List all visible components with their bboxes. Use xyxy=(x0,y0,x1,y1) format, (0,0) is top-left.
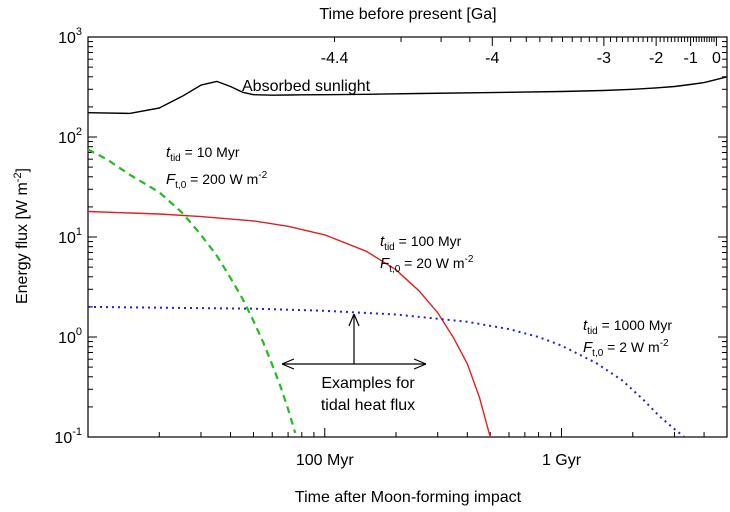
series-layer xyxy=(87,76,728,438)
arrow-head-up xyxy=(348,313,360,327)
annotation-line2: Ft,0 = 200 W m-2 xyxy=(166,170,268,191)
x-tick-label: 1 Gyr xyxy=(542,452,582,469)
axes: 103 102 101 100 10-1 100 Myr 1 Gyr -4.4 -4 -3 -2 -1… xyxy=(54,26,728,469)
y-tick-label: 101 xyxy=(58,226,82,247)
top-tick-label: -4 xyxy=(485,50,499,67)
annotations: Absorbed sunlight ttid = 10 Myr Ft,0 = 200… xyxy=(166,78,672,414)
annotation-line1: ttid = 100 Myr xyxy=(380,233,462,253)
annotation-line1: ttid = 1000 Myr xyxy=(583,317,672,337)
top-tick-label: -2 xyxy=(649,50,663,67)
annotation-line1: ttid = 10 Myr xyxy=(166,144,240,164)
x-axis-label: Time after Moon-forming impact xyxy=(295,489,522,506)
series-line xyxy=(87,210,491,438)
y-tick-label: 10-1 xyxy=(54,426,82,447)
examples-arrows xyxy=(281,313,427,370)
top-axis-label: Time before present [Ga] xyxy=(319,6,496,23)
annotation-line2: Ft,0 = 2 W m-2 xyxy=(583,338,669,359)
top-tick-label: -3 xyxy=(597,50,611,67)
examples-label-line1: Examples for xyxy=(321,375,415,392)
arrow-head-left xyxy=(281,358,295,370)
y-tick-label: 103 xyxy=(58,26,82,47)
annotation-line2: Ft,0 = 20 W m-2 xyxy=(380,254,474,275)
absorbed-sunlight-label: Absorbed sunlight xyxy=(242,78,371,95)
top-tick-label: -4.4 xyxy=(321,50,349,67)
y-tick-label: 102 xyxy=(58,126,82,147)
arrow-head-right xyxy=(413,358,427,370)
x-tick-label: 100 Myr xyxy=(296,452,354,469)
series-line xyxy=(87,76,728,115)
y-axis-label: Energy flux [W m-2] xyxy=(12,168,31,304)
series-line xyxy=(87,305,685,438)
top-tick-label: -1 xyxy=(684,50,698,67)
series-line xyxy=(87,148,297,434)
examples-label-line2: tidal heat flux xyxy=(321,397,415,414)
top-tick-label: 0 xyxy=(712,50,721,67)
annotation-10myr: ttid = 10 Myr Ft,0 = 200 W m-2 xyxy=(166,144,268,191)
y-tick-label: 100 xyxy=(58,326,82,347)
